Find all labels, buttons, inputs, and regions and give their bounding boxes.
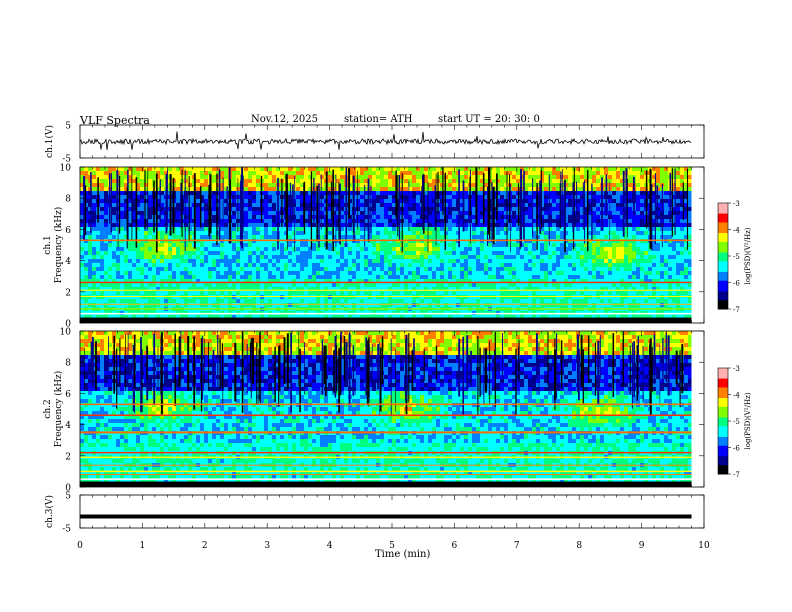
ch2-spectrogram-ytick-label: 2 [65, 452, 71, 462]
ch2-spectrogram-ytick-label: 0 [65, 484, 71, 494]
ch1-spectrogram-ytick-label: 4 [65, 257, 71, 267]
ch1-waveform-line [79, 131, 692, 150]
date-label: Nov.12, 2025 [251, 114, 318, 125]
spectrogram-image [80, 167, 692, 323]
x-tick-label: 2 [202, 541, 208, 551]
x-tick-label: 10 [698, 541, 710, 551]
ch1-waveform-ylabel: ch.1(V) [44, 125, 55, 158]
x-tick-label: 3 [264, 541, 270, 551]
ch1-spectrogram-ytick-label: 10 [60, 164, 72, 174]
x-tick-label: 4 [327, 541, 333, 551]
ch1-waveform-ytick-label: 5 [65, 122, 71, 132]
colorbar-tick-label: -5 [733, 418, 740, 426]
ch2-spectrogram-ytick-label: 4 [65, 421, 71, 431]
ch1-spectrogram-ylabel: ch.1 [43, 235, 53, 254]
spectrogram-image [80, 331, 692, 487]
x-tick-label: 1 [140, 541, 146, 551]
ch1-spectrogram-panel [80, 167, 692, 323]
colorbar-tick-label: -5 [733, 253, 740, 261]
colorbar-tick-label: -7 [733, 471, 740, 479]
ch1-spectrogram-ytick-label: 2 [65, 288, 71, 298]
colorbar-tick-label: -4 [733, 392, 740, 400]
x-tick-label: 9 [639, 541, 645, 551]
x-axis-label: Time (min) [375, 549, 431, 560]
station-label: station= ATH [344, 114, 413, 125]
ch3-waveform-ytick-label: -5 [62, 525, 71, 535]
ch3-waveform-ytick-label: 5 [65, 492, 71, 502]
colorbar-tick-label: -7 [733, 306, 740, 314]
ch1-waveform-panel [79, 131, 692, 150]
colorbar-label: log(PSD)(V²/Hz) [744, 392, 752, 449]
ch1-spectrogram-ytick-label: 8 [65, 195, 71, 205]
ch3-waveform-ylabel: ch.3(V) [44, 495, 55, 528]
colorbar-tick-label: -6 [733, 280, 740, 288]
ch1-spectrogram-ytick-label: 0 [65, 320, 71, 330]
x-tick-label: 0 [77, 541, 83, 551]
ch2-spectrogram-ylabel-2: Frequency (kHz) [53, 371, 64, 448]
x-tick-label: 8 [576, 541, 582, 551]
colorbar-tick-label: -6 [733, 445, 740, 453]
colorbar-tick-label: -3 [733, 365, 740, 373]
figure-title: VLF Spectra [80, 114, 150, 127]
ch2-colorbar: -3 -4 -5 -6 -7 log(PSD)(V²/Hz) [717, 365, 752, 479]
colorbar-tick-label: -4 [733, 227, 740, 235]
ch2-spectrogram-ytick-label: 6 [65, 390, 71, 400]
colorbar-label: log(PSD)(V²/Hz) [744, 227, 752, 284]
ch1-spectrogram-ylabel-2: Frequency (kHz) [53, 207, 64, 284]
ch1-colorbar: -3 -4 -5 -6 -7 log(PSD)(V²/Hz) [717, 200, 752, 314]
ch2-spectrogram-ytick-label: 10 [60, 328, 72, 338]
start-time-label: start UT = 20: 30: 0 [438, 114, 540, 125]
ch1-spectrogram-ytick-label: 6 [65, 226, 71, 236]
colorbar-tick-label: -3 [733, 200, 740, 208]
x-tick-label: 7 [514, 541, 520, 551]
ch2-spectrogram-panel [80, 331, 692, 487]
ch2-spectrogram-ytick-label: 8 [65, 359, 71, 369]
x-tick-label: 6 [452, 541, 458, 551]
x-tick-label: 5 [389, 541, 395, 551]
ch1-waveform-ytick-label: -5 [62, 155, 71, 165]
ch2-spectrogram-ylabel: ch.2 [43, 399, 53, 418]
